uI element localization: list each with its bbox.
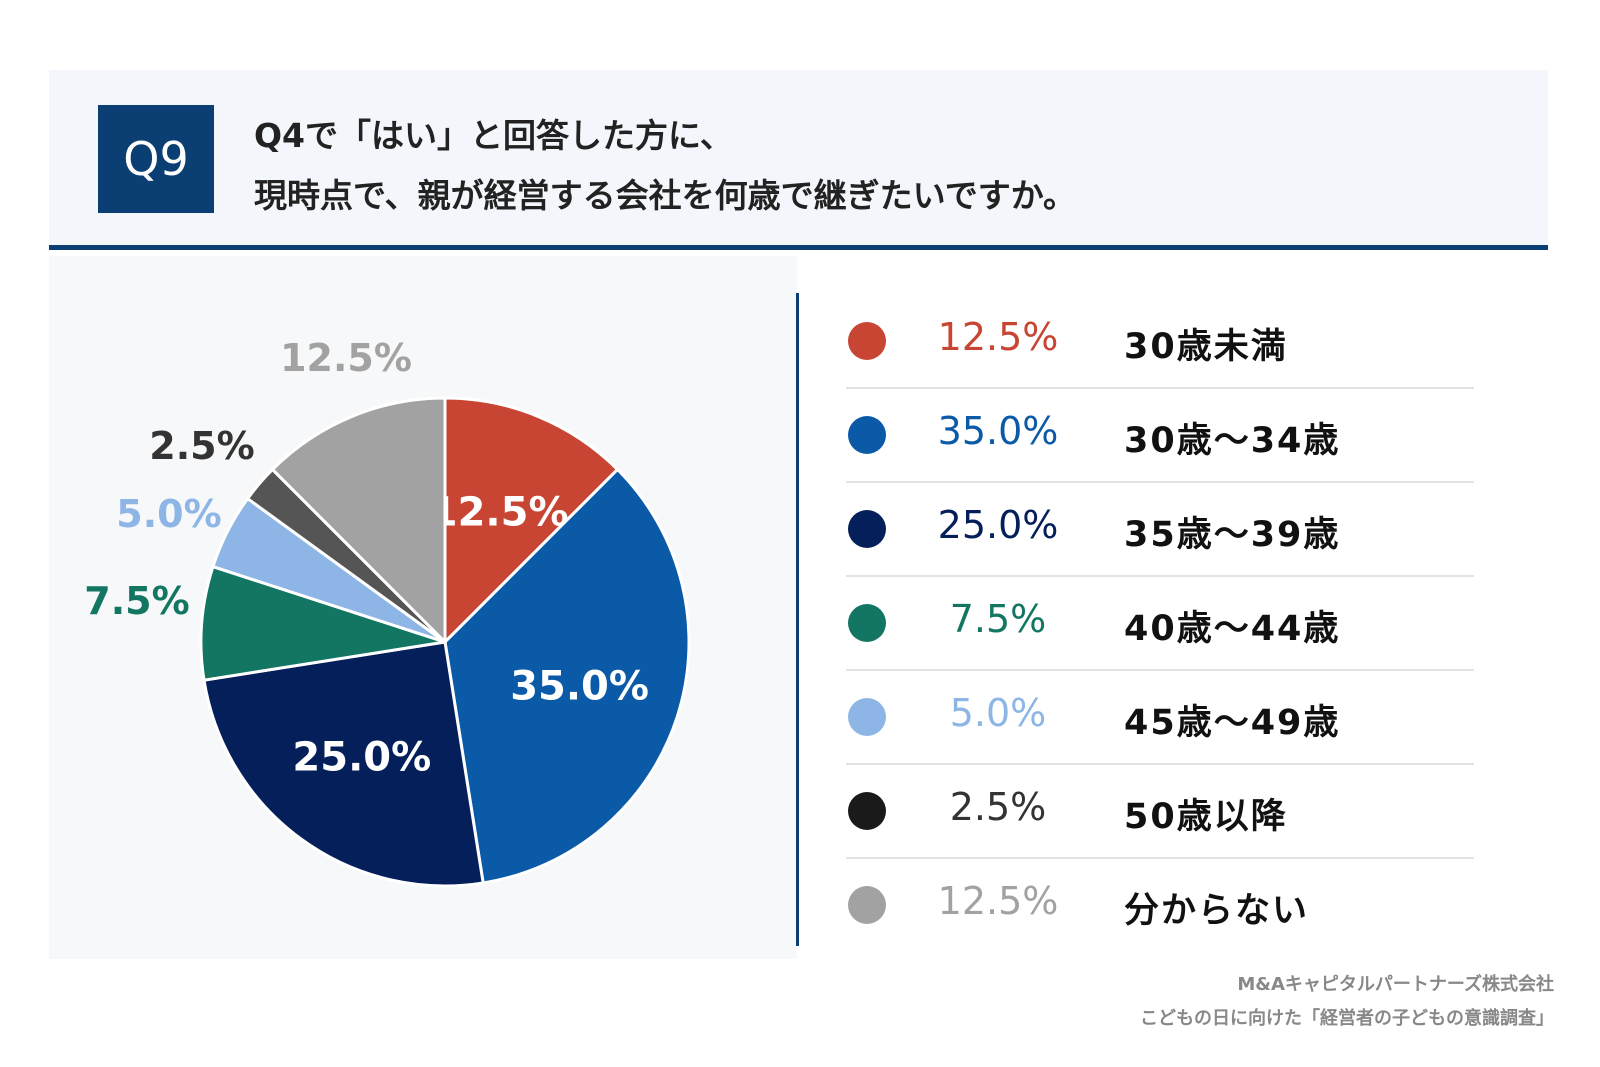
legend-item: 7.5% 40歳～44歳 <box>846 577 1474 671</box>
legend-label: 35歳～39歳 <box>1124 515 1341 555</box>
question-header: Q9 Q4で「はい」と回答した方に、 現時点で、親が経営する会社を何歳で継ぎたい… <box>49 70 1548 250</box>
legend-label: 45歳～49歳 <box>1124 703 1341 743</box>
source-credit: M&Aキャピタルパートナーズ株式会社 こどもの日に向けた「経営者の子どもの意識調… <box>1140 968 1554 1036</box>
question-line-1: Q4で「はい」と回答した方に、 <box>254 116 734 155</box>
legend-percentage: 35.0% <box>937 409 1059 453</box>
legend-label: 40歳～44歳 <box>1124 609 1341 649</box>
legend-label: 50歳以降 <box>1124 797 1288 837</box>
vertical-divider <box>796 293 799 946</box>
pie-slice-label-2: 25.0% <box>292 734 431 780</box>
legend-percentage: 25.0% <box>937 503 1059 547</box>
question-line-2: 現時点で、親が経営する会社を何歳で継ぎたいですか。 <box>254 176 1077 215</box>
legend-color-dot <box>848 604 886 642</box>
pie-slice-0 <box>443 396 620 646</box>
legend-color-dot <box>848 698 886 736</box>
pie-slice-2 <box>202 640 485 888</box>
pie-slice-6 <box>270 396 447 646</box>
question-text: Q4で「はい」と回答した方に、 現時点で、親が経営する会社を何歳で継ぎたいですか… <box>254 106 1514 226</box>
pie-slice-label-6: 12.5% <box>280 336 412 380</box>
legend-item: 2.5% 50歳以降 <box>846 765 1474 859</box>
legend-item: 12.5% 30歳未満 <box>846 295 1474 389</box>
legend-percentage: 5.0% <box>949 691 1047 735</box>
legend-color-dot <box>848 322 886 360</box>
question-number-badge: Q9 <box>98 105 214 213</box>
legend-label: 30歳未満 <box>1124 327 1288 367</box>
legend-item: 5.0% 45歳～49歳 <box>846 671 1474 765</box>
legend-color-dot <box>848 416 886 454</box>
legend-label: 30歳～34歳 <box>1124 421 1341 461</box>
legend-label: 分からない <box>1124 891 1310 931</box>
source-survey: こどもの日に向けた「経営者の子どもの意識調査」 <box>1140 1008 1554 1029</box>
pie-slice-label-3: 7.5% <box>84 579 189 623</box>
pie-slice-1 <box>443 467 691 885</box>
legend-color-dot <box>848 886 886 924</box>
pie-chart-panel: 12.5% 35.0% 25.0% 7.5% 5.0% 2.5% 12.5% <box>49 256 797 959</box>
legend-percentage: 2.5% <box>949 785 1047 829</box>
source-company: M&Aキャピタルパートナーズ株式会社 <box>1237 974 1554 995</box>
pie-slice-label-1: 35.0% <box>510 664 649 710</box>
legend: 12.5% 30歳未満 35.0% 30歳～34歳 25.0% 35歳～39歳 7.5% 40… <box>846 295 1474 951</box>
pie-slice-label-0: 12.5% <box>430 489 569 535</box>
pie-chart: 12.5% 35.0% 25.0% 7.5% 5.0% 2.5% 12.5% <box>84 336 691 888</box>
legend-item: 35.0% 30歳～34歳 <box>846 389 1474 483</box>
legend-percentage: 12.5% <box>937 315 1059 359</box>
legend-color-dot <box>848 510 886 548</box>
legend-percentage: 12.5% <box>937 879 1059 923</box>
legend-percentage: 7.5% <box>949 597 1047 641</box>
legend-color-dot <box>848 792 886 830</box>
legend-item: 12.5% 分からない <box>846 859 1474 951</box>
pie-slice-label-5: 2.5% <box>149 424 254 468</box>
pie-slice-3 <box>199 564 446 682</box>
pie-slice-label-4: 5.0% <box>116 492 221 536</box>
legend-item: 25.0% 35歳～39歳 <box>846 483 1474 577</box>
